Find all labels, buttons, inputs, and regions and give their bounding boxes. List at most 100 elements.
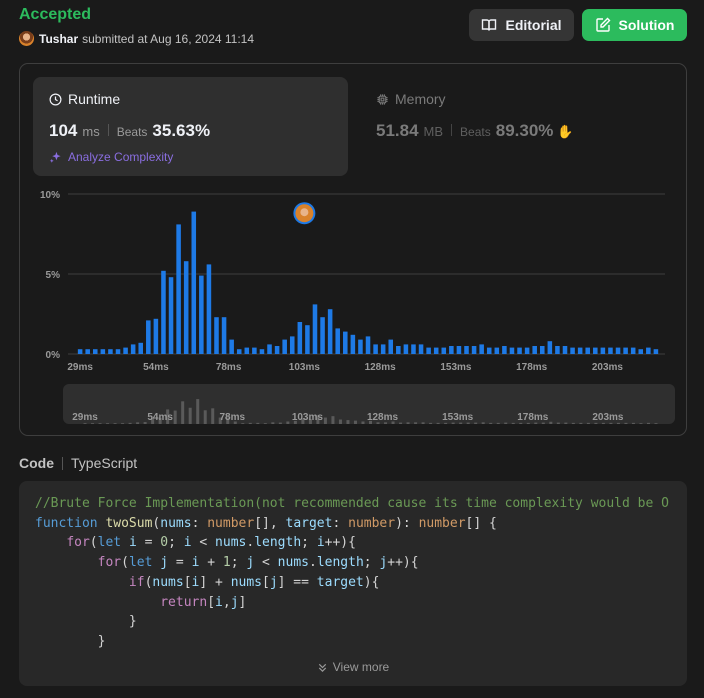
chart-range-scroller[interactable]: 29ms 54ms 78ms 103ms 128ms 153ms 178ms 203ms: [63, 384, 675, 424]
runtime-beats-label: Beats: [116, 125, 148, 139]
analyze-complexity-label: Analyze Complexity: [68, 150, 174, 164]
mini-chart-bar: [564, 422, 568, 424]
chart-bar: [615, 347, 621, 354]
mini-chart-bar: [196, 399, 200, 424]
chart-bar: [547, 341, 553, 354]
mini-chart-bar: [151, 418, 155, 424]
runtime-beats-pct: 35.63%: [152, 121, 211, 140]
memory-beats-label: Beats: [460, 125, 491, 139]
mini-chart-bar: [444, 422, 448, 424]
mini-x-tick-label: 178ms: [517, 412, 549, 423]
chart-bar: [244, 347, 250, 354]
mini-chart-bar: [106, 423, 110, 424]
chart-bar: [517, 347, 522, 354]
divider: [451, 124, 453, 136]
chart-bar: [305, 325, 310, 354]
chart-bar: [365, 336, 371, 354]
mini-chart-bar: [211, 408, 215, 424]
mini-chart-bar: [474, 422, 478, 424]
chart-bar: [456, 346, 462, 354]
solution-label: Solution: [618, 17, 675, 33]
code-header: Code TypeScript: [19, 455, 137, 471]
memory-title: Memory: [376, 91, 446, 107]
runtime-title: Runtime: [49, 91, 120, 107]
chart-bar: [471, 346, 477, 354]
code-viewer[interactable]: //Brute Force Implementation(not recomme…: [19, 481, 687, 686]
view-more-label: View more: [332, 660, 390, 674]
chart-bar: [115, 349, 121, 354]
chart-bar: [562, 346, 568, 354]
mini-chart-bar: [586, 422, 590, 424]
mini-x-tick-label: 153ms: [442, 412, 474, 423]
mini-chart-bar: [293, 420, 297, 424]
analyze-complexity-link[interactable]: Analyze Complexity: [49, 150, 173, 164]
submitter-name[interactable]: Tushar: [39, 31, 79, 46]
memory-card[interactable]: Memory 51.84 MB Beats 89.30% ✋: [360, 77, 660, 176]
chart-bar: [418, 344, 424, 354]
chart-bar: [577, 347, 583, 354]
editorial-button[interactable]: Editorial: [469, 9, 574, 41]
mini-chart-bar: [338, 419, 342, 424]
chart-bar: [638, 349, 644, 354]
chart-bar: [206, 264, 212, 354]
mini-chart-bar: [369, 420, 373, 424]
mini-chart-bar: [271, 422, 275, 424]
mini-chart-bar: [301, 418, 305, 424]
editorial-label: Editorial: [505, 17, 562, 33]
mini-chart-bar: [136, 422, 140, 424]
chart-bar: [161, 270, 166, 354]
mini-chart-bar: [278, 422, 282, 424]
chart-bar: [289, 336, 295, 354]
chart-bar: [199, 275, 204, 354]
chart-bar: [236, 349, 242, 354]
mini-chart-bar: [346, 420, 350, 424]
book-icon: [482, 19, 497, 31]
chart-bar: [555, 346, 560, 354]
mini-chart-bar: [511, 422, 515, 424]
mini-x-tick-label: 128ms: [367, 412, 399, 423]
chart-bar: [130, 344, 136, 354]
runtime-card[interactable]: Runtime 104 ms Beats 35.63% Analyze Comp…: [33, 77, 348, 176]
chart-bar: [350, 334, 356, 354]
code-language: TypeScript: [71, 455, 138, 471]
mini-chart-bar: [459, 422, 463, 424]
mini-chart-bar: [203, 410, 207, 424]
mini-chart-bar: [113, 423, 117, 424]
avatar[interactable]: [19, 31, 34, 46]
solution-button[interactable]: Solution: [582, 9, 687, 41]
mini-chart-bar: [218, 417, 222, 424]
mini-chart-bar: [181, 401, 185, 424]
y-tick-label: 10%: [40, 190, 60, 201]
divider: [107, 124, 109, 136]
mini-chart-bar: [519, 422, 523, 424]
chart-bar: [176, 224, 181, 354]
runtime-distribution-chart[interactable]: 0% 5% 10% 29ms 54ms 78ms 103ms 128ms 153ms 178ms 2…: [20, 184, 686, 374]
chevrons-down-icon: [318, 663, 326, 672]
x-tick-label: 128ms: [365, 362, 397, 373]
chart-bar: [282, 339, 287, 354]
chart-bar: [191, 211, 197, 354]
divider: [62, 456, 63, 470]
mini-chart-bar: [158, 417, 162, 424]
chart-bar: [373, 344, 378, 354]
chart-bar: [532, 346, 537, 354]
view-more-button[interactable]: View more: [19, 660, 687, 674]
mini-chart-bar: [166, 409, 170, 424]
mini-chart-bar: [263, 423, 267, 424]
chart-bar: [221, 317, 227, 354]
chart-bar: [486, 347, 492, 354]
submitted-time: submitted at Aug 16, 2024 11:14: [82, 31, 255, 46]
mini-chart-svg: 29ms 54ms 78ms 103ms 128ms 153ms 178ms 203ms: [72, 399, 658, 424]
runtime-value: 104: [49, 121, 78, 140]
code-content[interactable]: //Brute Force Implementation(not recomme…: [35, 496, 669, 649]
edit-icon: [595, 17, 610, 32]
mini-chart-bar: [421, 422, 425, 424]
chart-bar: [396, 346, 401, 354]
mini-chart-bar: [128, 422, 132, 424]
chart-bar: [358, 339, 363, 354]
mini-chart-bar: [646, 422, 650, 424]
memory-stats: 51.84 MB Beats 89.30% ✋: [376, 121, 574, 141]
mini-chart-bar: [256, 422, 260, 424]
mini-chart-bar: [391, 421, 395, 424]
mini-chart-bar: [226, 417, 230, 424]
